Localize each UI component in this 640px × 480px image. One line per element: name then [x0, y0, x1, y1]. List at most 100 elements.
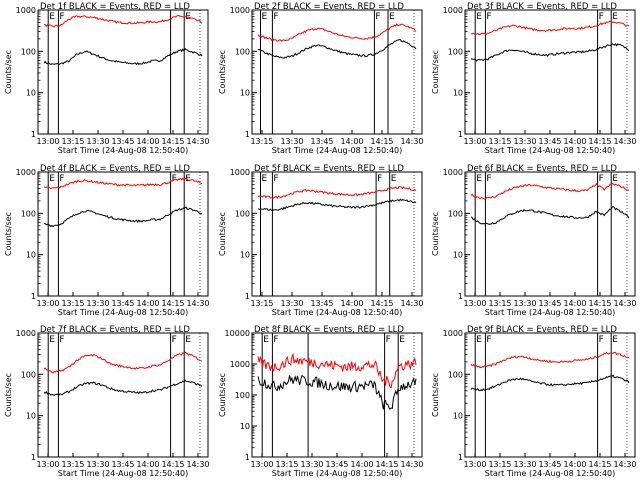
plot-frame [37, 171, 209, 297]
y-tick-label: 1000 [16, 329, 36, 338]
y-tick-label: 1000 [230, 6, 250, 15]
x-tick-label: 13:45 [538, 299, 561, 308]
x-tick-label: 13:00 [463, 137, 486, 146]
y-tick-label: 100 [448, 370, 463, 379]
marker-label: F [377, 174, 382, 184]
x-tick-label: 13:30 [86, 460, 109, 469]
y-tick-label: 10 [26, 412, 36, 421]
series-lld-line [43, 14, 203, 28]
y-axis-label: Counts/sec [4, 50, 13, 94]
series-lld-line [257, 23, 417, 42]
x-tick-label: 13:00 [36, 299, 59, 308]
y-tick-label: 1 [31, 292, 36, 301]
y-tick-label: 10 [240, 251, 250, 260]
y-tick-label: 10 [26, 251, 36, 260]
chart-title: Det 1f BLACK = Events, RED = LLD [40, 2, 190, 12]
x-tick-label: 13:30 [300, 460, 323, 469]
y-axis-label: Counts/sec [4, 373, 13, 417]
marker-label: E [612, 335, 618, 345]
x-tick-label: 13:45 [111, 460, 134, 469]
y-tick-label: 1 [245, 130, 250, 139]
x-axis-label: Start Time (24-Aug-08 12:50:40) [485, 146, 616, 155]
series-lld-line [470, 20, 630, 36]
x-tick-label: 14:30 [186, 137, 209, 146]
x-tick-label: 13:00 [36, 460, 59, 469]
x-tick-label: 14:00 [563, 299, 586, 308]
x-tick-label: 14:15 [370, 137, 393, 146]
y-tick-label: 10 [453, 412, 463, 421]
x-tick-label: 14:30 [613, 137, 636, 146]
chart-title: Det 2f BLACK = Events, RED = LLD [254, 2, 404, 12]
plot-frame [37, 332, 209, 458]
x-tick-label: 13:45 [310, 299, 333, 308]
series-lld-line [470, 351, 630, 369]
chart-panel-3: Det 3f BLACK = Events, RED = LLD 1 10 100 10… [431, 2, 637, 155]
chart-panel-6: Det 6f BLACK = Events, RED = LLD 1 10 100 10… [431, 164, 637, 317]
y-axis-label: Counts/sec [431, 50, 440, 94]
y-tick-label: 1000 [16, 6, 36, 15]
x-tick-label: 14:15 [161, 299, 184, 308]
series-lld-line [470, 182, 630, 200]
marker-label: F [599, 335, 604, 345]
y-tick-label: 1000 [230, 168, 250, 177]
y-axis-label: Counts/sec [218, 212, 227, 256]
x-tick-label: 14:30 [613, 460, 636, 469]
x-tick-label: 14:00 [136, 299, 159, 308]
y-tick-label: 10 [453, 89, 463, 98]
marker-label: E [389, 12, 395, 22]
marker-label: E [476, 335, 482, 345]
x-tick-label: 13:15 [61, 460, 84, 469]
marker-label: E [612, 12, 618, 22]
series-lld-line [257, 352, 417, 389]
y-tick-label: 100 [235, 391, 250, 400]
x-tick-label: 13:45 [325, 460, 348, 469]
x-axis-label: Start Time (24-Aug-08 12:50:40) [485, 308, 616, 317]
x-tick-label: 13:30 [513, 137, 536, 146]
plot-frame [37, 9, 209, 135]
x-tick-label: 14:15 [161, 137, 184, 146]
plot-frame [464, 171, 636, 297]
chart-panel-5: Det 5f BLACK = Events, RED = LLD 1 10 100 10… [218, 164, 424, 317]
chart-panel-2: Det 2f BLACK = Events, RED = LLD 1 10 100 10… [218, 2, 424, 155]
x-tick-label: 14:30 [400, 299, 423, 308]
marker-label: F [59, 335, 64, 345]
chart-title: Det 8f BLACK = Events, RED = LLD [254, 325, 404, 335]
y-tick-label: 1000 [443, 168, 463, 177]
x-tick-label: 13:30 [513, 299, 536, 308]
x-tick-label: 14:30 [613, 299, 636, 308]
x-axis-label: Start Time (24-Aug-08 12:50:40) [58, 146, 189, 155]
y-tick-label: 1 [458, 292, 463, 301]
x-tick-label: 14:00 [340, 299, 363, 308]
marker-label: F [375, 12, 380, 22]
x-axis-label: Start Time (24-Aug-08 12:50:40) [58, 308, 189, 317]
y-axis-label: Counts/sec [218, 50, 227, 94]
series-events-line [257, 374, 417, 411]
marker-label: E [612, 174, 618, 184]
x-tick-label: 14:15 [588, 137, 611, 146]
series-lld-line [43, 177, 203, 190]
x-tick-label: 13:45 [111, 299, 134, 308]
x-tick-label: 13:00 [463, 299, 486, 308]
x-tick-label: 14:15 [161, 460, 184, 469]
marker-label: F [486, 12, 491, 22]
x-tick-label: 14:15 [588, 299, 611, 308]
y-tick-label: 100 [235, 209, 250, 218]
chart-title: Det 9f BLACK = Events, RED = LLD [467, 325, 617, 335]
x-tick-label: 13:00 [36, 137, 59, 146]
y-tick-label: 100 [21, 370, 36, 379]
x-tick-label: 13:45 [538, 137, 561, 146]
plot-frame [251, 332, 423, 458]
x-tick-label: 14:30 [186, 460, 209, 469]
y-tick-label: 10000 [225, 329, 250, 338]
series-events-line [470, 42, 630, 62]
marker-label: E [49, 12, 55, 22]
x-tick-label: 13:15 [250, 299, 273, 308]
x-tick-label: 13:15 [61, 137, 84, 146]
marker-label: F [599, 12, 604, 22]
marker-label: F [486, 335, 491, 345]
x-tick-label: 14:00 [136, 460, 159, 469]
y-tick-label: 1 [245, 453, 250, 462]
series-lld-line [257, 186, 417, 200]
marker-label: F [486, 174, 491, 184]
